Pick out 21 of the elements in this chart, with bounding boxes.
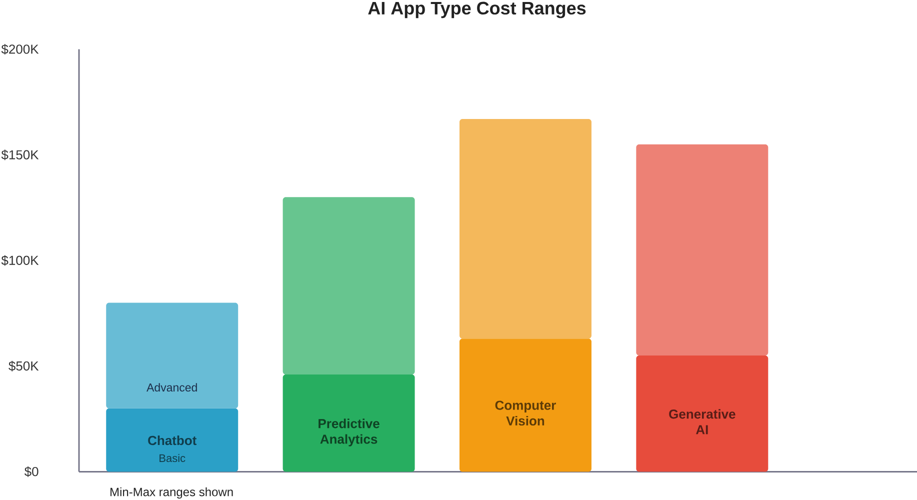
bar [106,302,238,408]
y-tick-label: $0 [24,466,38,477]
text: Min-Max ranges shown [110,487,233,499]
y-tick-label: $100K [1,255,39,266]
y-tick-label: $50K [8,360,39,372]
bar [282,197,415,375]
bar [636,144,768,356]
y-tick-label: $200K [1,44,39,55]
bar [459,338,592,472]
bar [459,118,592,339]
chart-title: AI App Type Cost Ranges [368,2,586,18]
series-label: Basic [160,454,186,462]
bar [282,374,415,472]
y-tick-label: $150K [1,150,39,160]
x-tick-label: Computer Vision [495,400,556,426]
bar [636,356,768,472]
x-tick-label: Generative AI [669,409,736,434]
series-label: Advanced [146,383,197,392]
x-tick-label: Predictive Analytics [318,418,380,446]
bar [106,408,238,472]
x-tick-label: Chatbot [148,436,197,446]
